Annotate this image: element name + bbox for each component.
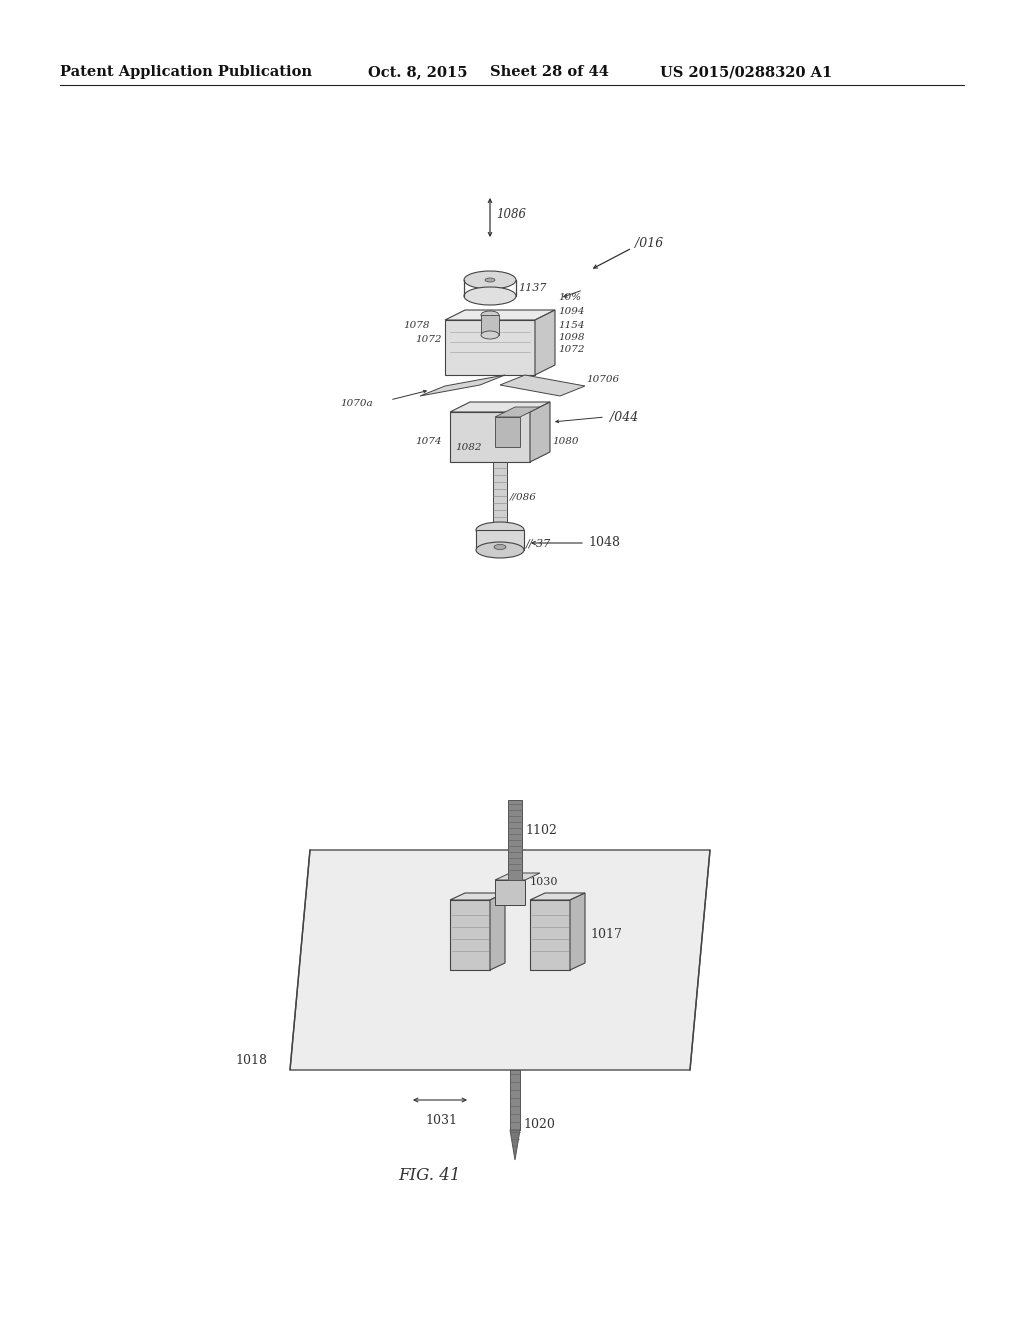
Text: 1031: 1031 — [425, 1114, 457, 1126]
Bar — [495, 880, 525, 906]
Ellipse shape — [485, 279, 495, 282]
Text: 1086: 1086 — [496, 209, 526, 222]
Bar — [508, 800, 522, 880]
Polygon shape — [450, 894, 505, 900]
Text: 1082: 1082 — [455, 442, 481, 451]
Text: 1154: 1154 — [558, 322, 585, 330]
Ellipse shape — [476, 521, 524, 539]
Bar — [495, 417, 520, 447]
Ellipse shape — [481, 331, 499, 339]
Text: 1017: 1017 — [590, 928, 622, 941]
Polygon shape — [510, 1130, 520, 1160]
Text: 1078: 1078 — [403, 321, 429, 330]
Bar — [481, 315, 499, 335]
Bar — [493, 462, 507, 527]
Ellipse shape — [464, 286, 516, 305]
Text: //086: //086 — [510, 492, 537, 502]
Bar — [450, 412, 530, 462]
Text: Oct. 8, 2015: Oct. 8, 2015 — [368, 65, 468, 79]
Text: 1080: 1080 — [552, 437, 579, 446]
Ellipse shape — [476, 543, 524, 558]
Polygon shape — [570, 894, 585, 970]
Polygon shape — [530, 894, 585, 900]
Polygon shape — [450, 900, 490, 970]
Text: Sheet 28 of 44: Sheet 28 of 44 — [490, 65, 609, 79]
Bar — [445, 319, 535, 375]
Text: 1048: 1048 — [588, 536, 620, 549]
Text: 1018: 1018 — [234, 1053, 267, 1067]
Ellipse shape — [481, 312, 499, 319]
Text: 1020: 1020 — [523, 1118, 555, 1131]
Text: 1072: 1072 — [415, 335, 441, 345]
Text: 1072: 1072 — [558, 346, 585, 355]
Text: /016: /016 — [635, 236, 664, 249]
Text: 10706: 10706 — [586, 375, 620, 384]
Text: 1030: 1030 — [530, 876, 558, 887]
Polygon shape — [500, 375, 585, 396]
Text: // 37: // 37 — [526, 539, 551, 548]
Bar — [476, 531, 524, 550]
Text: 10%: 10% — [558, 293, 582, 302]
Polygon shape — [445, 310, 555, 319]
Polygon shape — [495, 407, 540, 417]
Polygon shape — [530, 900, 570, 970]
Text: 1102: 1102 — [525, 824, 557, 837]
Polygon shape — [290, 850, 710, 1071]
Text: 1074: 1074 — [415, 437, 441, 446]
Text: FIG. 41: FIG. 41 — [398, 1167, 461, 1184]
Polygon shape — [490, 894, 505, 970]
Polygon shape — [420, 375, 505, 396]
Ellipse shape — [464, 271, 516, 289]
Bar — [510, 1071, 520, 1130]
Text: /044: /044 — [610, 411, 638, 424]
Text: 1137: 1137 — [518, 282, 547, 293]
Text: 1070a: 1070a — [340, 399, 373, 408]
Polygon shape — [495, 873, 540, 880]
Polygon shape — [450, 403, 550, 412]
Polygon shape — [535, 310, 555, 375]
Text: 1094: 1094 — [558, 308, 585, 317]
Polygon shape — [530, 403, 550, 462]
Text: Patent Application Publication: Patent Application Publication — [60, 65, 312, 79]
Text: US 2015/0288320 A1: US 2015/0288320 A1 — [660, 65, 833, 79]
Ellipse shape — [494, 544, 506, 549]
Text: 1098: 1098 — [558, 334, 585, 342]
